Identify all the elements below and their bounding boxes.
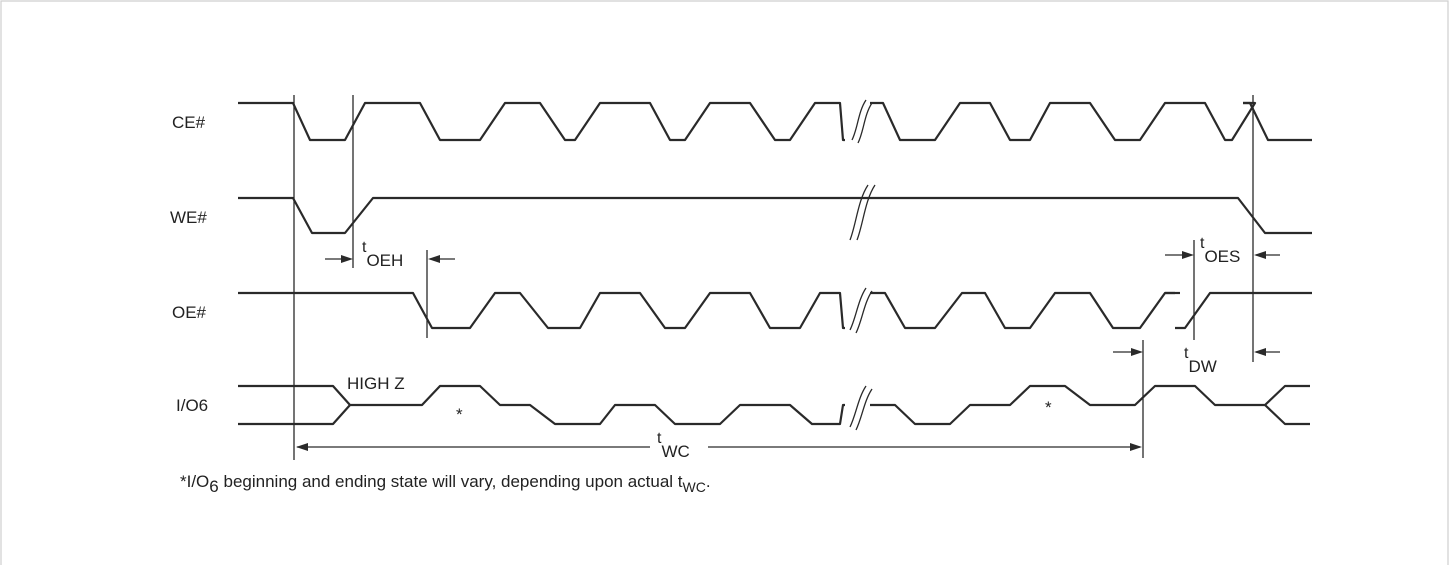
high-z-label: HIGH Z <box>347 374 405 393</box>
we-waveform <box>238 196 1312 235</box>
oe-label: OE# <box>172 303 207 322</box>
toeh-arrows <box>325 255 455 263</box>
tdw-arrows <box>1113 348 1280 356</box>
ce-label: CE# <box>172 113 206 132</box>
io-waveform <box>238 384 1310 426</box>
break-mark-oe <box>849 287 873 334</box>
footnote: *I/O6 beginning and ending state will va… <box>180 472 711 496</box>
break-mark-io <box>849 385 873 431</box>
break-mark-ce <box>851 99 873 144</box>
twc-label: tWC <box>657 430 690 461</box>
twc-arrow <box>296 443 1142 451</box>
io-label: I/O6 <box>176 396 208 415</box>
toes-arrows <box>1165 251 1280 259</box>
toeh-label: tOEH <box>362 239 403 270</box>
tdw-label: tDW <box>1184 345 1217 376</box>
toes-label: tOES <box>1200 235 1240 266</box>
oe-waveform <box>238 291 1312 330</box>
break-mark-we <box>849 184 876 241</box>
we-label: WE# <box>170 208 207 227</box>
asterisk-1: * <box>456 405 463 424</box>
asterisk-2: * <box>1045 398 1052 417</box>
ce-waveform <box>238 101 1312 142</box>
